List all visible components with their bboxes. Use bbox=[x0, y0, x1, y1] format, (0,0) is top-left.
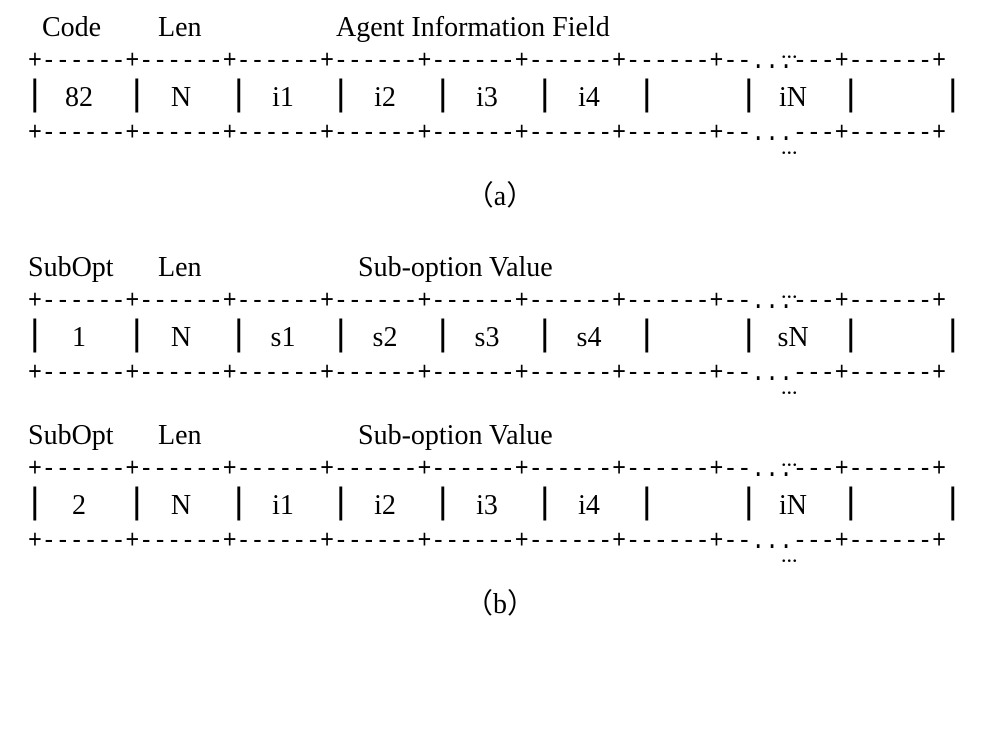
table-a-cells: ||||||||||82Ni1i2i3i4iN bbox=[28, 80, 948, 116]
cell-value: 2 bbox=[28, 490, 130, 522]
cell-value: 82 bbox=[28, 82, 130, 114]
table-b1-headers: SubOpt Len Sub-option Value bbox=[28, 252, 948, 288]
header-len: Len bbox=[158, 252, 202, 284]
table-b1-row: ||||||||||1Ns1s2s3s4sN bbox=[28, 314, 948, 360]
cell-value: i2 bbox=[334, 82, 436, 114]
cell-value: i1 bbox=[232, 490, 334, 522]
table-b2-border-top: +------+------+------+------+------+----… bbox=[28, 456, 946, 482]
table-b1: SubOpt Len Sub-option Value +------+----… bbox=[28, 252, 948, 386]
table-a: Code Len Agent Information Field +------… bbox=[28, 12, 948, 146]
cell-value: s4 bbox=[538, 322, 640, 354]
spacer bbox=[0, 386, 1000, 420]
header-len: Len bbox=[158, 420, 202, 452]
header-value: Sub-option Value bbox=[358, 420, 553, 452]
cell-value: s1 bbox=[232, 322, 334, 354]
table-a-border-bot: +------+------+------+------+------+----… bbox=[28, 120, 946, 146]
header-subopt: SubOpt bbox=[28, 252, 114, 284]
ellipsis-icon: ... bbox=[781, 38, 798, 64]
ellipsis-icon: ... bbox=[781, 542, 798, 568]
ellipsis-icon: ... bbox=[781, 134, 798, 160]
table-b1-border-bot: +------+------+------+------+------+----… bbox=[28, 360, 946, 386]
table-a-border-top: +------+------+------+------+------+----… bbox=[28, 48, 946, 74]
header-code: Code bbox=[42, 12, 101, 44]
ellipsis-icon: ... bbox=[781, 374, 798, 400]
header-agent: Agent Information Field bbox=[336, 12, 610, 44]
caption-b: （b） bbox=[0, 582, 1000, 622]
table-b1-cells: ||||||||||1Ns1s2s3s4sN bbox=[28, 320, 948, 356]
cell-value: s3 bbox=[436, 322, 538, 354]
table-b2-cells: ||||||||||2Ni1i2i3i4iN bbox=[28, 488, 948, 524]
header-len: Len bbox=[158, 12, 202, 44]
table-a-row: ||||||||||82Ni1i2i3i4iN bbox=[28, 74, 948, 120]
cell-value: i3 bbox=[436, 82, 538, 114]
table-b1-border-top: +------+------+------+------+------+----… bbox=[28, 288, 946, 314]
cell-divider: | bbox=[942, 78, 964, 114]
caption-a: （a） bbox=[0, 174, 1000, 214]
cell-value: i2 bbox=[334, 490, 436, 522]
cell-value: iN bbox=[742, 82, 844, 114]
cell-divider: | bbox=[942, 318, 964, 354]
header-value: Sub-option Value bbox=[358, 252, 553, 284]
table-b2: SubOpt Len Sub-option Value +------+----… bbox=[28, 420, 948, 554]
ellipsis-icon: ... bbox=[781, 278, 798, 304]
table-a-headers: Code Len Agent Information Field bbox=[28, 12, 948, 48]
header-subopt: SubOpt bbox=[28, 420, 114, 452]
cell-value: s2 bbox=[334, 322, 436, 354]
cell-value: sN bbox=[742, 322, 844, 354]
cell-value: i4 bbox=[538, 82, 640, 114]
cell-value: N bbox=[130, 322, 232, 354]
cell-value: i3 bbox=[436, 490, 538, 522]
table-b2-row: ||||||||||2Ni1i2i3i4iN bbox=[28, 482, 948, 528]
cell-value: i4 bbox=[538, 490, 640, 522]
table-b2-headers: SubOpt Len Sub-option Value bbox=[28, 420, 948, 456]
cell-value: N bbox=[130, 490, 232, 522]
diagram-root: Code Len Agent Information Field +------… bbox=[0, 0, 1000, 622]
cell-value: iN bbox=[742, 490, 844, 522]
cell-value: N bbox=[130, 82, 232, 114]
cell-value: i1 bbox=[232, 82, 334, 114]
cell-value: 1 bbox=[28, 322, 130, 354]
ellipsis-icon: ... bbox=[781, 446, 798, 472]
cell-divider: | bbox=[942, 486, 964, 522]
table-b2-border-bot: +------+------+------+------+------+----… bbox=[28, 528, 946, 554]
